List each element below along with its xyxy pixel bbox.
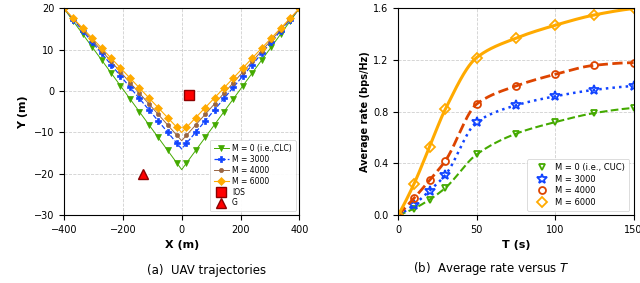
M = 6000 (60, 7, 68, 10)
M = 6000 (426, 145, 433, 148)
M = 0 (i.e., CUC) (442, 186, 449, 190)
M = 3000 (112, 68, 120, 72)
M = 4000 (473, 102, 481, 106)
M = 3000 (591, 88, 598, 91)
M = 3000 (296, 7, 303, 10)
M = 4000 (136, 91, 143, 95)
M = 3000 (551, 95, 559, 98)
M = 4000 (220, 91, 228, 95)
M = 4000 (234, 76, 242, 79)
Line: M = 3000: M = 3000 (394, 81, 639, 220)
M = 4000 (551, 73, 559, 76)
Text: (b)  Average rate versus $T$: (b) Average rate versus $T$ (413, 260, 570, 277)
M = 6000 (630, 7, 637, 10)
Legend: M = 0 (i.e.,CLC), M = 3000, M = 4000, M = 6000, IOS, G: M = 0 (i.e.,CLC), M = 3000, M = 4000, M … (210, 140, 296, 211)
M = 4000 (512, 84, 520, 88)
M = 6000 (296, 7, 303, 10)
M = 0 (i.e.,CLC) (112, 78, 120, 81)
M = 3000 (60, 7, 68, 10)
X-axis label: T (s): T (s) (502, 240, 530, 250)
M = 3000 (473, 121, 481, 124)
Line: M = 3000: M = 3000 (61, 5, 303, 153)
M = 0 (i.e., CUC) (426, 198, 433, 201)
M = 4000 (296, 7, 303, 10)
M = 0 (i.e.,CLC) (131, 104, 138, 107)
Line: M = 4000: M = 4000 (62, 7, 301, 143)
M = 4000 (410, 197, 418, 200)
M = 4000 (442, 159, 449, 162)
Line: M = 6000: M = 6000 (61, 6, 302, 135)
M = 6000 (442, 108, 449, 111)
M = 4000 (60, 7, 68, 10)
M = 0 (i.e.,CLC) (178, 168, 186, 171)
M = 6000 (410, 182, 418, 186)
M = 3000 (442, 173, 449, 177)
X-axis label: X (m): X (m) (164, 240, 199, 250)
M = 0 (i.e.,CLC) (220, 110, 228, 113)
M = 0 (i.e., CUC) (394, 213, 402, 217)
M = 3000 (410, 203, 418, 207)
Legend: M = 0 (i.e., CUC), M = 3000, M = 4000, M = 6000: M = 0 (i.e., CUC), M = 3000, M = 4000, M… (527, 159, 629, 211)
M = 0 (i.e., CUC) (630, 106, 637, 110)
M = 4000 (630, 61, 637, 65)
M = 3000 (178, 147, 186, 151)
M = 4000 (394, 213, 402, 217)
M = 6000 (591, 13, 598, 17)
M = 6000 (136, 86, 143, 89)
M = 3000 (394, 213, 402, 217)
M = 3000 (426, 189, 433, 192)
M = 0 (i.e., CUC) (551, 121, 559, 124)
M = 6000 (551, 23, 559, 27)
M = 4000 (178, 139, 186, 142)
M = 3000 (291, 12, 298, 16)
M = 6000 (512, 37, 520, 40)
M = 3000 (220, 97, 228, 100)
M = 0 (i.e., CUC) (512, 132, 520, 136)
Line: M = 0 (i.e., CUC): M = 0 (i.e., CUC) (395, 104, 637, 218)
M = 4000 (131, 86, 138, 89)
M = 0 (i.e.,CLC) (234, 91, 242, 94)
M = 6000 (220, 86, 228, 89)
Line: M = 6000: M = 6000 (395, 5, 637, 218)
M = 0 (i.e., CUC) (473, 153, 481, 156)
Y-axis label: Y (m): Y (m) (18, 95, 28, 128)
M = 4000 (426, 179, 433, 182)
Y-axis label: Average rate (bps/Hz): Average rate (bps/Hz) (360, 52, 371, 172)
M = 6000 (394, 213, 402, 217)
M = 6000 (234, 71, 242, 75)
M = 0 (i.e.,CLC) (60, 7, 68, 10)
Line: M = 0 (i.e.,CLC): M = 0 (i.e.,CLC) (61, 6, 302, 172)
Text: (a)  UAV trajectories: (a) UAV trajectories (147, 264, 266, 277)
M = 3000 (512, 104, 520, 107)
M = 6000 (131, 81, 138, 85)
M = 0 (i.e.,CLC) (296, 7, 303, 10)
M = 4000 (291, 12, 298, 16)
M = 6000 (291, 12, 298, 15)
M = 4000 (591, 64, 598, 67)
M = 0 (i.e., CUC) (591, 112, 598, 115)
Line: M = 4000: M = 4000 (395, 59, 637, 218)
M = 0 (i.e.,CLC) (291, 13, 298, 17)
M = 3000 (136, 97, 143, 100)
M = 4000 (112, 65, 120, 68)
M = 3000 (131, 91, 138, 95)
M = 3000 (234, 80, 242, 83)
M = 3000 (630, 84, 637, 88)
M = 6000 (112, 61, 120, 65)
M = 0 (i.e.,CLC) (136, 110, 143, 113)
M = 6000 (473, 56, 481, 59)
M = 6000 (178, 131, 186, 134)
M = 0 (i.e., CUC) (410, 207, 418, 210)
